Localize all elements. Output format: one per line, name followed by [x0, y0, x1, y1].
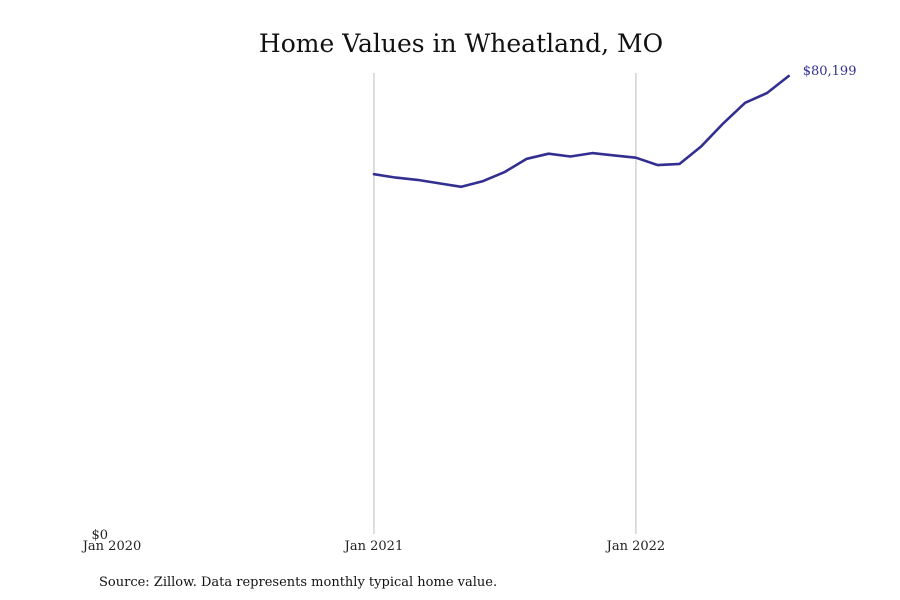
end-value-label: $80,199: [803, 64, 857, 79]
x-tick-label: Jan 2020: [81, 539, 142, 554]
y-tick-label: $0: [91, 528, 108, 543]
chart-title: Home Values in Wheatland, MO: [259, 29, 663, 58]
series-layer: $80,199: [372, 64, 857, 189]
series-line: [372, 74, 791, 189]
x-tick-label: Jan 2022: [605, 539, 666, 554]
axis-labels: Jan 2020 Jan 2021 Jan 2022 $0: [81, 528, 665, 554]
x-tick-label: Jan 2021: [343, 539, 404, 554]
gridlines: [373, 73, 637, 534]
source-note: Source: Zillow. Data represents monthly …: [99, 575, 497, 590]
